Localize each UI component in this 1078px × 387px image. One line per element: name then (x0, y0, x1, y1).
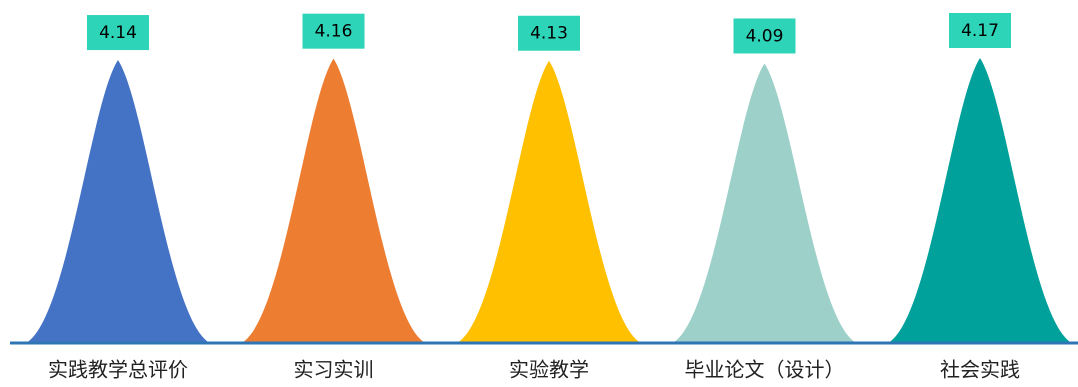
category-label: 毕业论文（设计） (685, 358, 845, 382)
value-label-box (949, 13, 1011, 48)
category-label: 实习实训 (294, 358, 374, 382)
value-label-box (733, 18, 796, 54)
value-label: 4.17 (961, 21, 999, 41)
peak (672, 63, 857, 344)
peak (26, 60, 210, 344)
value-label: 4.14 (99, 23, 137, 43)
peak (457, 60, 641, 343)
category-label: 实验教学 (509, 358, 589, 382)
value-label-box (87, 15, 149, 51)
category-label: 实践教学总评价 (48, 358, 188, 382)
value-label: 4.09 (746, 26, 784, 46)
value-label-box (518, 15, 580, 51)
category-label: 社会实践 (940, 358, 1020, 382)
value-label: 4.13 (530, 24, 568, 44)
value-label-box (302, 13, 365, 49)
peak (888, 58, 1072, 343)
peak (241, 58, 426, 344)
value-label: 4.16 (315, 22, 353, 42)
